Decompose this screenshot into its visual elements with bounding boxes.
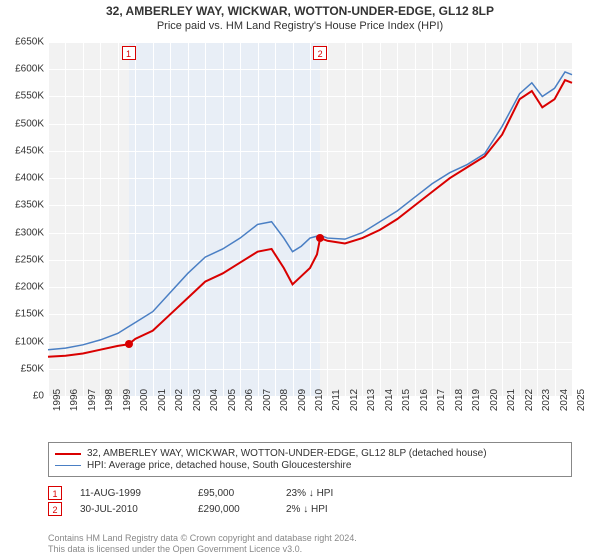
legend-swatch [55,453,81,455]
x-tick-label: 2025 [576,389,587,411]
legend-box: 32, AMBERLEY WAY, WICKWAR, WOTTON-UNDER-… [48,442,572,477]
x-tick-label: 2023 [541,389,552,411]
x-tick-label: 1999 [122,389,133,411]
figure-root: 32, AMBERLEY WAY, WICKWAR, WOTTON-UNDER-… [0,0,600,560]
x-tick-label: 2012 [349,389,360,411]
sale-price: £95,000 [198,488,268,499]
x-tick-label: 2010 [314,389,325,411]
gridline-v [572,42,573,396]
sale-marker-top: 1 [122,46,136,60]
y-tick-label: £0 [4,391,44,402]
sale-point [125,340,133,348]
x-tick-label: 1997 [87,389,98,411]
title-block: 32, AMBERLEY WAY, WICKWAR, WOTTON-UNDER-… [0,0,600,32]
x-tick-label: 2004 [209,389,220,411]
x-tick-label: 2021 [506,389,517,411]
sale-marker-icon: 1 [48,486,62,500]
x-tick-label: 2017 [436,389,447,411]
footer-line1: Contains HM Land Registry data © Crown c… [48,533,357,545]
legend-row: 32, AMBERLEY WAY, WICKWAR, WOTTON-UNDER-… [55,448,565,459]
sale-marker-icon: 2 [48,502,62,516]
legend-label: HPI: Average price, detached house, Sout… [87,460,351,471]
footer-attribution: Contains HM Land Registry data © Crown c… [48,533,357,556]
sale-date: 11-AUG-1999 [80,488,180,499]
sale-marker-top: 2 [313,46,327,60]
x-tick-label: 2006 [244,389,255,411]
sale-date: 30-JUL-2010 [80,504,180,515]
title-line1: 32, AMBERLEY WAY, WICKWAR, WOTTON-UNDER-… [0,4,600,18]
y-tick-label: £550K [4,91,44,102]
x-tick-label: 2022 [524,389,535,411]
footer-line2: This data is licensed under the Open Gov… [48,544,357,556]
x-tick-label: 2014 [384,389,395,411]
legend-swatch [55,465,81,467]
y-tick-label: £400K [4,173,44,184]
sale-row: 2 30-JUL-2010 £290,000 2% ↓ HPI [48,502,376,516]
x-tick-label: 2002 [174,389,185,411]
x-tick-label: 2008 [279,389,290,411]
sale-relative-hpi: 23% ↓ HPI [286,488,376,499]
series-line [48,80,572,357]
x-tick-label: 2015 [401,389,412,411]
x-tick-label: 2005 [227,389,238,411]
chart-plot-area: 12 [48,42,572,396]
x-tick-label: 2007 [262,389,273,411]
y-tick-label: £600K [4,64,44,75]
x-tick-label: 2024 [559,389,570,411]
legend-label: 32, AMBERLEY WAY, WICKWAR, WOTTON-UNDER-… [87,448,487,459]
sales-table: 1 11-AUG-1999 £95,000 23% ↓ HPI 2 30-JUL-2010… [48,484,376,518]
y-tick-label: £650K [4,37,44,48]
x-tick-label: 1996 [69,389,80,411]
x-tick-label: 2009 [297,389,308,411]
y-tick-label: £350K [4,200,44,211]
title-line2: Price paid vs. HM Land Registry's House … [0,20,600,32]
y-tick-label: £50K [4,363,44,374]
sale-row: 1 11-AUG-1999 £95,000 23% ↓ HPI [48,486,376,500]
y-tick-label: £450K [4,145,44,156]
x-tick-label: 2003 [192,389,203,411]
legend-row: HPI: Average price, detached house, Sout… [55,460,565,471]
y-tick-label: £100K [4,336,44,347]
x-tick-label: 2000 [139,389,150,411]
y-tick-label: £250K [4,254,44,265]
y-tick-label: £200K [4,282,44,293]
x-tick-label: 2001 [157,389,168,411]
x-tick-label: 1995 [52,389,63,411]
y-tick-label: £150K [4,309,44,320]
x-tick-label: 1998 [104,389,115,411]
sale-price: £290,000 [198,504,268,515]
x-tick-label: 2013 [366,389,377,411]
x-tick-label: 2019 [471,389,482,411]
y-tick-label: £500K [4,118,44,129]
x-tick-label: 2011 [331,389,342,411]
x-tick-label: 2020 [489,389,500,411]
x-tick-label: 2016 [419,389,430,411]
y-tick-label: £300K [4,227,44,238]
sale-relative-hpi: 2% ↓ HPI [286,504,376,515]
series-line [48,72,572,350]
x-tick-label: 2018 [454,389,465,411]
